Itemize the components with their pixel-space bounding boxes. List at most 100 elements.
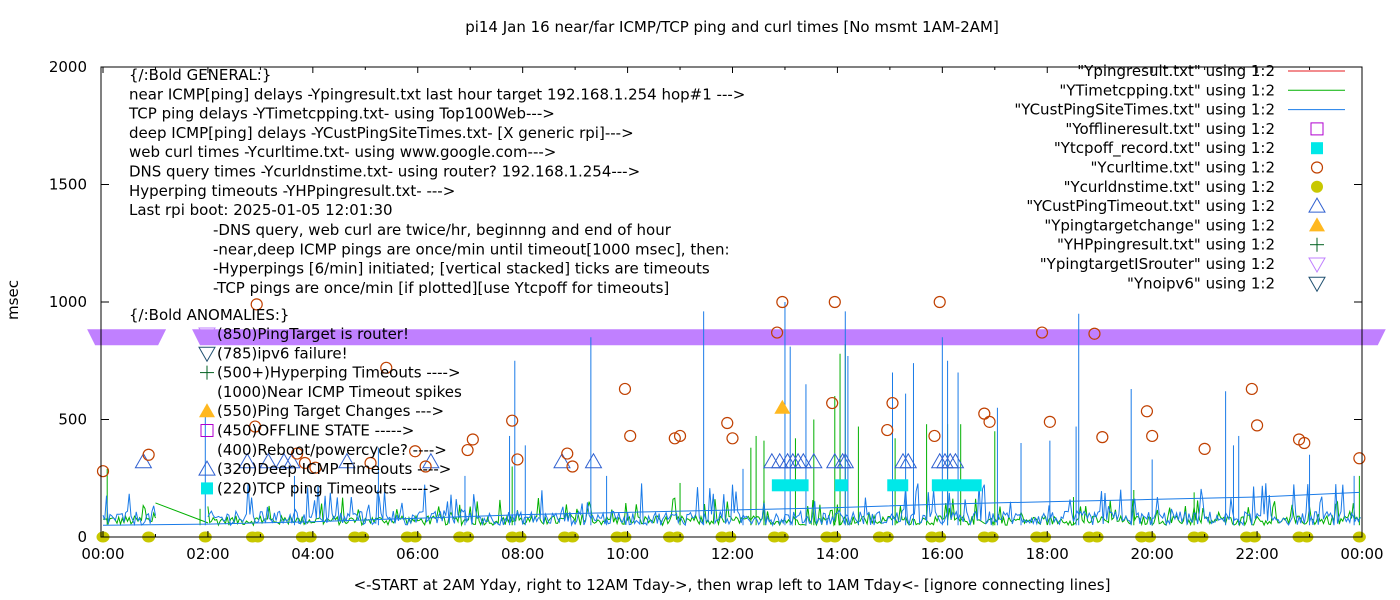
curl-marker [1245, 382, 1258, 396]
curl-marker [380, 361, 393, 374]
legend-marker-icon [1308, 276, 1326, 293]
anomaly-note: (785)ipv6 failure! [217, 344, 348, 362]
general-note: deep ICMP[ping] delays -YCustPingSiteTim… [129, 124, 634, 142]
legend-marker-icon [1310, 122, 1324, 136]
cust-timeout-marker [894, 452, 912, 469]
x-tick-label: 22:00 [1235, 545, 1278, 563]
legend: "Ypingresult.txt" using 1:2"YTimetcpping… [1014, 62, 1345, 293]
cust-timeout-marker [762, 452, 781, 469]
tcpoff-marker [771, 479, 809, 492]
cust-timeout-marker [134, 452, 153, 469]
curl-marker [826, 396, 839, 410]
anomaly-note: (220)TCP ping Timeouts -----> [217, 479, 441, 497]
curl-marker [419, 460, 432, 473]
curl-marker [978, 407, 991, 420]
legend-label: "YCustPingSiteTimes.txt" using 1:2 [1014, 101, 1275, 119]
anomaly-note: (550)Ping Target Changes ---> [217, 402, 444, 420]
x-axis-label: <-START at 2AM Yday, right to 12AM Tday-… [354, 576, 1111, 594]
isrouter-band [87, 329, 167, 346]
curl-marker [96, 465, 110, 478]
y-tick-label: 0 [77, 528, 87, 546]
legend-label: "Ytcpoff_record.txt" using 1:2 [1054, 139, 1275, 158]
tcp-gap-line [155, 502, 209, 524]
anomaly-marker-icon [199, 403, 215, 418]
x-tick-label: 10:00 [606, 545, 649, 563]
anomaly-note: (450)OFFLINE STATE -----> [217, 422, 414, 440]
curl-marker [1198, 442, 1211, 455]
curl-marker [566, 460, 579, 473]
target-change-marker [774, 399, 791, 414]
curl-marker [618, 382, 632, 396]
annotations: {/:Bold GENERAL:}near ICMP[ping] delays … [128, 66, 745, 497]
curl-marker [511, 453, 524, 466]
curl-marker [309, 461, 322, 474]
cust-wrap-line [102, 491, 1360, 526]
legend-label: "Ycurltime.txt" using 1:2 [1090, 159, 1275, 177]
curl-marker [928, 429, 941, 443]
cust-timeout-marker [930, 452, 949, 469]
cust-timeout-marker [259, 452, 278, 469]
curl-marker [770, 326, 784, 339]
tcpoff-marker [887, 479, 909, 492]
x-tick-label: 08:00 [501, 545, 544, 563]
anomaly-marker-icon [198, 460, 216, 476]
curl-marker [933, 295, 946, 309]
general-subnote: -near,deep ICMP pings are once/min until… [213, 240, 730, 258]
legend-marker-icon [1310, 161, 1324, 174]
x-tick-label: 04:00 [291, 545, 334, 563]
curl-marker [290, 447, 304, 460]
curl-marker [983, 415, 996, 428]
y-tick-label: 1500 [49, 176, 87, 194]
curl-marker [561, 447, 574, 460]
x-tick-label: 14:00 [816, 545, 859, 563]
legend-label: "Yofflineresult.txt" using 1:2 [1065, 120, 1275, 138]
curl-marker [1250, 419, 1264, 432]
cust-timeout-marker [783, 452, 802, 469]
curl-marker [364, 456, 377, 470]
cust-timeout-marker [789, 452, 807, 469]
cust-timeout-marker [941, 452, 960, 469]
x-tick-label: 18:00 [1026, 545, 1069, 563]
curl-marker [881, 423, 894, 437]
anomaly-note: (320)Deep ICMP Timeouts ----> [217, 460, 451, 478]
curl-marker [461, 443, 474, 457]
anomaly-note: (500+)Hyperping Timeouts ----> [217, 364, 461, 382]
legend-marker-icon [1309, 217, 1325, 232]
curl-marker [250, 298, 263, 311]
legend-marker-icon [1308, 257, 1326, 274]
curl-marker [886, 396, 899, 410]
curl-marker [142, 448, 155, 461]
cust-timeout-marker [238, 452, 257, 469]
curl-marker [1035, 326, 1049, 339]
cust-timeout-marker [899, 452, 918, 469]
cust-timeout-marker [836, 452, 855, 469]
anomaly-note: (400)Reboot/powercycle? ----> [217, 441, 447, 459]
chart-title: pi14 Jan 16 near/far ICMP/TCP ping and c… [465, 18, 999, 36]
curl-marker [726, 432, 739, 445]
tcpoff-marker [931, 479, 982, 492]
curl-marker [721, 416, 734, 430]
curl-marker [1146, 429, 1159, 443]
curl-marker [668, 432, 681, 445]
cust-timeout-marker [936, 452, 954, 469]
legend-label: "Ypingtargetchange" using 1:2 [1044, 216, 1275, 234]
x-tick-label: 00:00 [1340, 545, 1383, 563]
curl-marker [673, 429, 687, 443]
general-note: DNS query times -Ycurldnstime.txt- using… [129, 163, 640, 181]
legend-label: "Ynoipv6" using 1:2 [1127, 274, 1275, 292]
cust-timeout-marker [553, 452, 571, 469]
general-note: TCP ping delays -YTimetcpping.txt- using… [128, 105, 555, 123]
cust-timeout-marker [338, 452, 356, 469]
general-note: web curl times -Ycurltime.txt- using www… [129, 143, 556, 161]
legend-marker-icon [1311, 180, 1323, 193]
legend-label: "Ypingresult.txt" using 1:2 [1077, 62, 1275, 80]
curl-marker [506, 414, 519, 427]
general-subnote: -Hyperpings [6/min] initiated; [vertical… [213, 260, 710, 278]
legend-label: "YCustPingTimeout.txt" using 1:2 [1026, 197, 1275, 215]
general-note: near ICMP[ping] delays -Ypingresult.txt … [129, 85, 745, 103]
y-tick-label: 500 [58, 411, 87, 429]
plot-area [87, 295, 1386, 543]
anomaly-marker-icon [198, 327, 216, 344]
x-tick-label: 12:00 [711, 545, 754, 563]
